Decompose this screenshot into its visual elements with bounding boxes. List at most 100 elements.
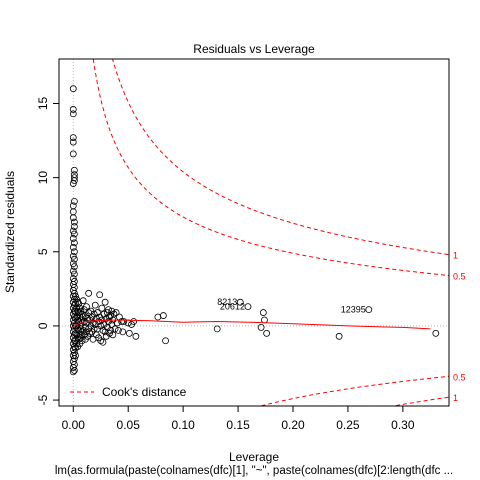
data-point xyxy=(69,252,77,260)
cooks-contour-0.5-upper xyxy=(92,59,449,277)
data-point xyxy=(75,318,83,325)
data-point xyxy=(69,106,77,113)
data-point xyxy=(72,292,79,300)
data-point xyxy=(85,289,93,297)
data-point xyxy=(91,301,99,309)
x-tick-label: 0.10 xyxy=(171,418,195,432)
smoother xyxy=(73,319,431,330)
data-point xyxy=(69,134,77,141)
data-point xyxy=(130,318,138,325)
y-tick-label: 5 xyxy=(36,248,50,255)
data-point xyxy=(263,329,271,337)
x-tick-label: 0.20 xyxy=(281,418,305,432)
data-point xyxy=(69,267,77,275)
y-tick-label: 0 xyxy=(36,322,50,329)
data-point xyxy=(70,270,78,278)
data-point xyxy=(70,248,78,256)
data-point xyxy=(109,331,117,339)
data-point xyxy=(244,303,252,311)
y-axis-label: Standardized residuals xyxy=(3,171,17,293)
x-tick-label: 0.15 xyxy=(226,418,250,432)
data-point xyxy=(90,325,98,333)
cooks-distance-contours xyxy=(92,59,449,406)
data-point xyxy=(111,325,119,333)
cooks-level-label: 1 xyxy=(453,251,458,261)
x-tick-label: 0.25 xyxy=(336,418,360,432)
y-axis: -5 0 5 10 15 xyxy=(36,96,60,405)
data-point xyxy=(259,309,267,316)
point-label: 8213 xyxy=(217,297,237,307)
data-point xyxy=(70,177,78,185)
y-tick-label: 10 xyxy=(36,171,50,185)
data-point xyxy=(114,326,122,334)
data-point xyxy=(70,166,78,174)
cooks-contour-1-upper xyxy=(112,59,449,256)
data-point xyxy=(75,309,83,316)
data-point xyxy=(365,306,373,314)
cooks-level-label: 1 xyxy=(453,393,458,403)
x-tick-label: 0.05 xyxy=(117,418,141,432)
data-point xyxy=(69,110,77,118)
data-point xyxy=(69,235,77,242)
data-point xyxy=(72,300,79,308)
data-point xyxy=(69,364,77,371)
data-point xyxy=(125,329,133,337)
data-point xyxy=(90,310,98,318)
data-point xyxy=(118,318,126,325)
data-point xyxy=(79,297,87,305)
data-point xyxy=(69,227,77,235)
x-axis-label: Leverage xyxy=(229,450,279,464)
y-tick-label: 15 xyxy=(36,96,50,110)
data-point xyxy=(78,310,86,318)
data-point xyxy=(162,337,169,345)
data-point xyxy=(79,313,87,321)
y-tick-label: -5 xyxy=(36,394,50,405)
data-point xyxy=(69,260,77,268)
point-label: 12395 xyxy=(341,305,366,315)
data-point xyxy=(261,316,268,324)
data-point xyxy=(69,138,77,146)
point-label: 20612 xyxy=(220,302,245,312)
data-points xyxy=(69,85,440,376)
data-point xyxy=(94,309,101,316)
data-point xyxy=(73,295,80,303)
legend-label: Cook's distance xyxy=(102,385,187,399)
data-point xyxy=(101,298,109,306)
data-point xyxy=(106,329,113,337)
data-point xyxy=(70,230,78,238)
data-point xyxy=(120,318,128,325)
data-point xyxy=(154,313,162,321)
x-tick-label: 0.30 xyxy=(391,418,415,432)
data-point xyxy=(70,197,78,205)
data-point xyxy=(432,329,440,337)
cooks-level-label: 0.5 xyxy=(453,272,466,282)
x-axis: 0.00 0.05 0.10 0.15 0.20 0.25 0.30 xyxy=(62,405,415,432)
model-subtitle: lm(as.formula(paste(colnames(dfc)[1], "~… xyxy=(55,465,453,477)
data-point xyxy=(335,332,343,340)
data-point xyxy=(105,306,112,314)
data-point xyxy=(69,85,77,93)
data-point xyxy=(70,263,78,271)
data-point xyxy=(132,332,140,340)
data-point xyxy=(70,218,78,226)
data-point xyxy=(159,312,167,319)
data-point xyxy=(70,223,78,230)
data-point xyxy=(69,180,77,187)
data-point xyxy=(75,335,83,343)
data-point xyxy=(69,214,77,222)
data-point xyxy=(100,310,108,318)
data-point xyxy=(236,298,244,306)
data-point xyxy=(78,337,86,345)
cooks-level-label: 0.5 xyxy=(453,372,466,382)
data-point xyxy=(213,325,221,333)
data-point xyxy=(72,344,79,352)
data-point xyxy=(76,304,84,312)
data-point xyxy=(77,307,85,315)
data-point xyxy=(96,291,104,299)
data-point xyxy=(86,329,94,337)
data-point xyxy=(99,338,107,346)
data-point xyxy=(112,309,120,316)
data-point xyxy=(69,150,77,158)
data-point xyxy=(107,312,115,319)
